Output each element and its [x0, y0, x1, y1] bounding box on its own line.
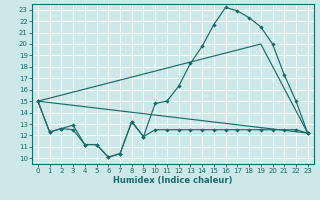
X-axis label: Humidex (Indice chaleur): Humidex (Indice chaleur)	[113, 176, 233, 185]
